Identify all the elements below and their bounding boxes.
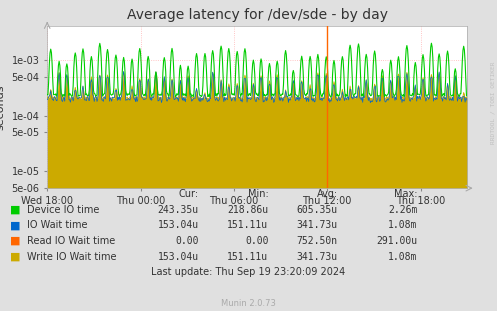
Text: ■: ■	[10, 236, 20, 246]
Text: Cur:: Cur:	[179, 189, 199, 199]
Text: ■: ■	[10, 205, 20, 215]
Text: Device IO time: Device IO time	[27, 205, 100, 215]
Text: Last update: Thu Sep 19 23:20:09 2024: Last update: Thu Sep 19 23:20:09 2024	[152, 267, 345, 277]
Y-axis label: seconds: seconds	[0, 85, 6, 130]
Text: 341.73u: 341.73u	[297, 252, 338, 262]
Text: 1.08m: 1.08m	[388, 252, 417, 262]
Text: 151.11u: 151.11u	[227, 252, 268, 262]
Text: 243.35u: 243.35u	[158, 205, 199, 215]
Text: Max:: Max:	[394, 189, 417, 199]
Text: 0.00: 0.00	[245, 236, 268, 246]
Text: 341.73u: 341.73u	[297, 220, 338, 230]
Text: ■: ■	[10, 252, 20, 262]
Text: Write IO Wait time: Write IO Wait time	[27, 252, 117, 262]
Text: 0.00: 0.00	[175, 236, 199, 246]
Text: 1.08m: 1.08m	[388, 220, 417, 230]
Text: 153.04u: 153.04u	[158, 220, 199, 230]
Text: ■: ■	[10, 220, 20, 230]
Text: 218.86u: 218.86u	[227, 205, 268, 215]
Text: Read IO Wait time: Read IO Wait time	[27, 236, 116, 246]
Text: 153.04u: 153.04u	[158, 252, 199, 262]
Text: 291.00u: 291.00u	[376, 236, 417, 246]
Title: Average latency for /dev/sde - by day: Average latency for /dev/sde - by day	[127, 8, 388, 22]
Text: 2.26m: 2.26m	[388, 205, 417, 215]
Text: 151.11u: 151.11u	[227, 220, 268, 230]
Text: 752.50n: 752.50n	[297, 236, 338, 246]
Text: Avg:: Avg:	[317, 189, 338, 199]
Text: RRDTOOL / TOBI OETIKER: RRDTOOL / TOBI OETIKER	[491, 61, 496, 144]
Text: Munin 2.0.73: Munin 2.0.73	[221, 299, 276, 308]
Text: IO Wait time: IO Wait time	[27, 220, 88, 230]
Text: Min:: Min:	[248, 189, 268, 199]
Text: 605.35u: 605.35u	[297, 205, 338, 215]
